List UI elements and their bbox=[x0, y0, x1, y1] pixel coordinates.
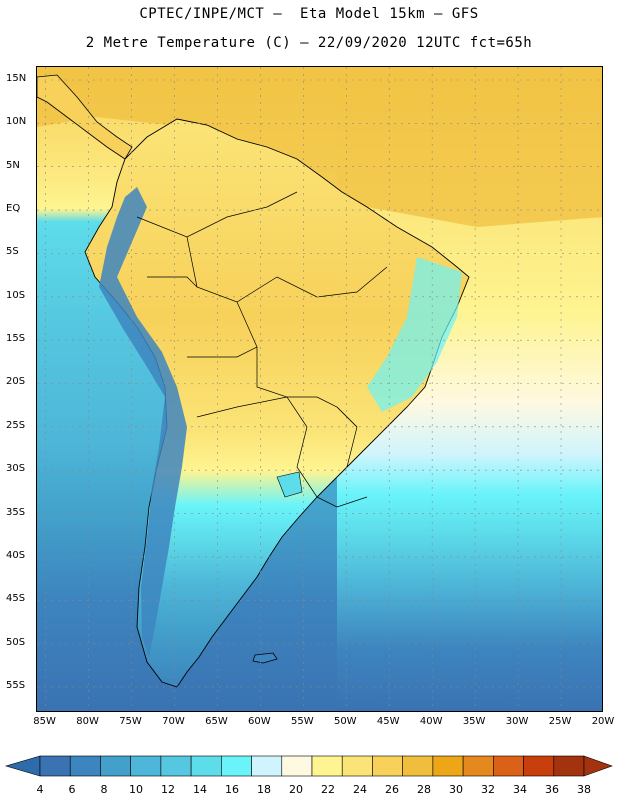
colorbar-over-arrow bbox=[583, 755, 613, 777]
temperature-colorbar bbox=[4, 755, 613, 777]
temperature-map bbox=[36, 66, 603, 712]
colorbar-tick-label: 6 bbox=[68, 783, 76, 796]
colorbar-tick-label: 8 bbox=[100, 783, 108, 796]
colorbar-swatch bbox=[190, 755, 222, 777]
colorbar-tick-label: 14 bbox=[193, 783, 207, 796]
brazil-coastal-cool-patch bbox=[367, 257, 462, 412]
lat-label: 5N bbox=[6, 159, 20, 171]
country-borders bbox=[136, 191, 388, 508]
colorbar-tick-label: 28 bbox=[417, 783, 431, 796]
lon-label: 30W bbox=[505, 716, 529, 727]
lat-label: 30S bbox=[6, 463, 26, 475]
colorbar-tick-label: 32 bbox=[481, 783, 495, 796]
lat-label: 15S bbox=[6, 333, 26, 345]
colorbar-swatch bbox=[251, 755, 283, 777]
lat-label: 55S bbox=[6, 679, 26, 691]
lat-label: 40S bbox=[6, 549, 26, 561]
colorbar-swatch bbox=[39, 755, 71, 777]
chart-title-line2: 2 Metre Temperature (C) – 22/09/2020 12U… bbox=[85, 35, 533, 51]
colorbar-swatch bbox=[130, 755, 162, 777]
colorbar-tick-label: 24 bbox=[353, 783, 367, 796]
lon-label: 80W bbox=[76, 716, 99, 727]
lat-label: 15N bbox=[6, 73, 27, 84]
lon-label: 55W bbox=[291, 716, 314, 727]
colorbar-tick-label: 20 bbox=[289, 783, 303, 796]
graticule bbox=[37, 67, 602, 711]
lat-label: 10S bbox=[6, 289, 26, 301]
lon-label: 85W bbox=[33, 716, 56, 727]
falkland-islands bbox=[252, 652, 278, 664]
colorbar-swatch bbox=[100, 755, 131, 777]
lat-label: 45S bbox=[6, 593, 26, 605]
colorbar-swatch bbox=[523, 755, 555, 777]
lon-label: 70W bbox=[162, 716, 185, 727]
colorbar-tick-label: 4 bbox=[36, 783, 44, 796]
chart-title-line1: CPTEC/INPE/MCT – Eta Model 15km – GFS bbox=[139, 6, 479, 22]
lon-label: 65W bbox=[205, 716, 228, 727]
colorbar-tick-label: 12 bbox=[161, 783, 175, 796]
colorbar-tick-label: 18 bbox=[257, 783, 271, 796]
lat-label: 5S bbox=[6, 246, 19, 258]
colorbar-swatch bbox=[493, 755, 524, 777]
colorbar-swatch bbox=[402, 755, 434, 777]
lat-label: 10N bbox=[6, 116, 27, 128]
colorbar-swatch bbox=[372, 755, 403, 777]
colorbar-tick-label: 34 bbox=[513, 783, 527, 796]
lon-label: 75W bbox=[119, 716, 142, 727]
lat-label: 35S bbox=[6, 506, 26, 518]
lon-label: 40W bbox=[419, 716, 443, 727]
colorbar-swatch bbox=[462, 755, 494, 777]
lat-label: 20S bbox=[6, 376, 26, 388]
andes-cold-strip bbox=[99, 187, 187, 657]
caribbean-warm-region bbox=[37, 67, 602, 227]
colorbar-swatch bbox=[221, 755, 252, 777]
lat-label: EQ bbox=[6, 203, 21, 215]
lat-label: 50S bbox=[6, 636, 26, 648]
colorbar-swatch bbox=[341, 755, 373, 777]
lat-label: 25S bbox=[6, 419, 26, 431]
colorbar-tick-label: 30 bbox=[449, 783, 463, 796]
colorbar-swatch bbox=[432, 755, 464, 777]
lon-label: 50W bbox=[333, 716, 357, 727]
lagoa-dos-patos bbox=[276, 471, 303, 498]
lon-label: 20W bbox=[591, 716, 615, 727]
colorbar-tick-label: 22 bbox=[321, 783, 335, 796]
colorbar-tick-label: 38 bbox=[577, 783, 591, 796]
lon-label: 35W bbox=[462, 716, 486, 727]
colorbar-tick-label: 16 bbox=[225, 783, 239, 796]
lon-label: 45W bbox=[376, 716, 400, 727]
colorbar-under-arrow bbox=[4, 755, 41, 777]
colorbar-swatch bbox=[69, 755, 101, 777]
colorbar-tick-label: 10 bbox=[129, 783, 143, 796]
colorbar-swatch bbox=[553, 755, 585, 777]
colorbar-swatch bbox=[160, 755, 192, 777]
colorbar-tick-label: 26 bbox=[385, 783, 399, 796]
lon-label: 25W bbox=[548, 716, 572, 727]
colorbar-swatch bbox=[311, 755, 343, 777]
colorbar-swatch bbox=[281, 755, 313, 777]
lon-label: 60W bbox=[248, 716, 271, 727]
colorbar-tick-label: 36 bbox=[545, 783, 559, 796]
